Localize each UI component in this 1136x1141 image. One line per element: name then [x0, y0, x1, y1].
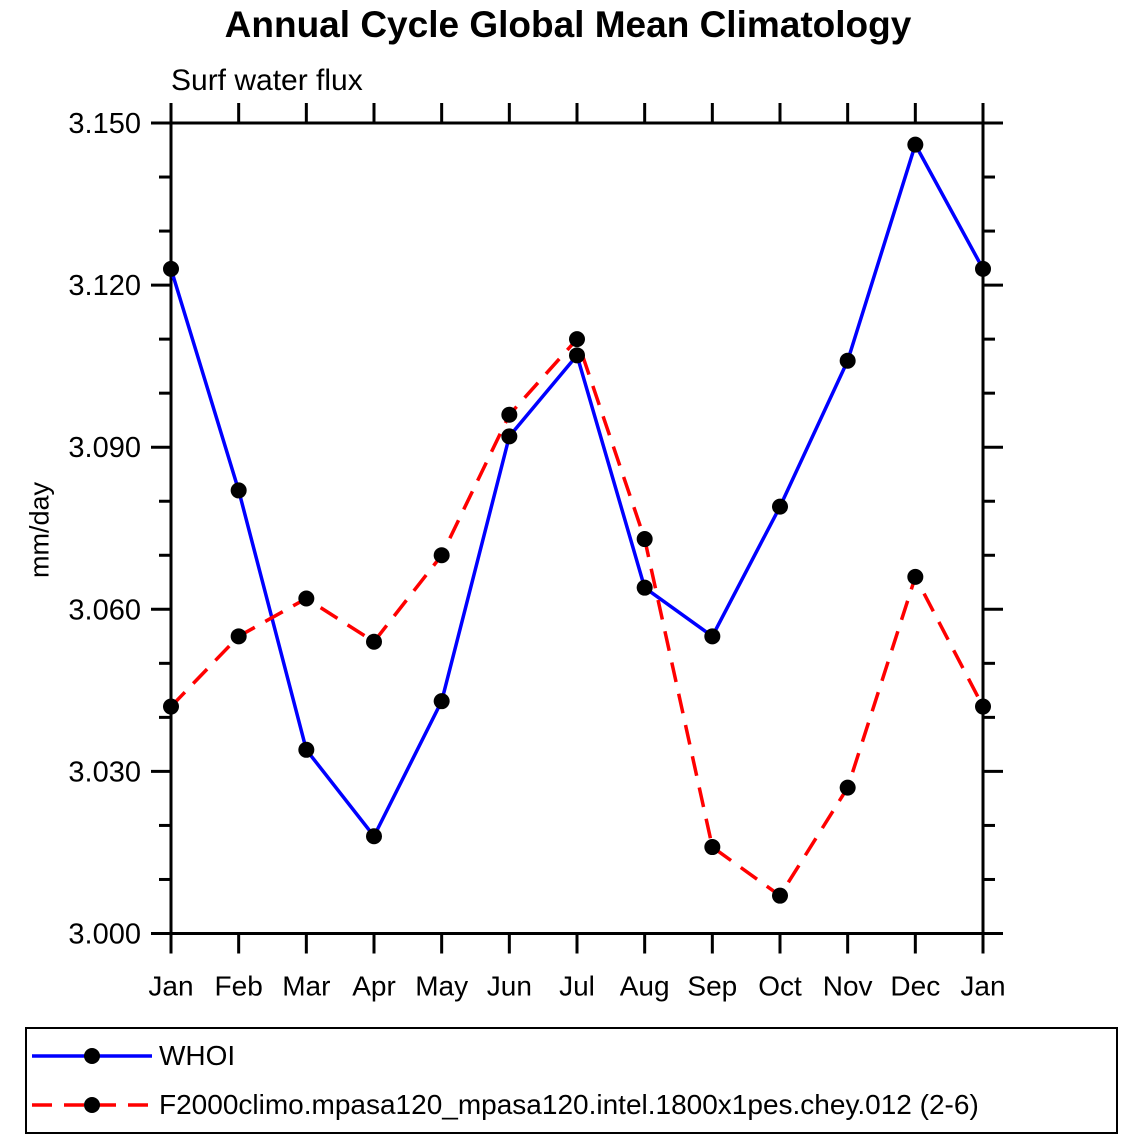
- svg-text:Jun: Jun: [487, 971, 532, 1002]
- svg-text:May: May: [415, 971, 468, 1002]
- svg-text:Jan: Jan: [148, 971, 193, 1002]
- legend-sample-dashed-line-icon: [32, 1096, 152, 1113]
- legend-sample-solid-line-icon: [32, 1048, 152, 1065]
- svg-text:3.000: 3.000: [68, 919, 141, 951]
- svg-text:Nov: Nov: [823, 971, 873, 1002]
- svg-text:3.120: 3.120: [68, 270, 141, 302]
- svg-text:Feb: Feb: [215, 971, 263, 1002]
- svg-text:3.090: 3.090: [68, 432, 141, 464]
- svg-text:Oct: Oct: [758, 971, 802, 1002]
- svg-text:Jul: Jul: [559, 971, 595, 1002]
- svg-text:Dec: Dec: [890, 971, 940, 1002]
- legend-label-whoi: WHOI: [159, 1040, 236, 1072]
- chart-canvas: 3.000 3.030 3.060 3.090 3.120 3.150 Jan Feb Mar A…: [68, 103, 1006, 1002]
- chart-subtitle: Surf water flux: [171, 64, 363, 97]
- svg-text:Sep: Sep: [687, 971, 737, 1002]
- legend-item-f2000climo: F2000climo.mpasa120_mpasa120.intel.1800x…: [29, 1089, 1116, 1121]
- svg-text:Jan: Jan: [960, 971, 1005, 1002]
- svg-text:3.060: 3.060: [68, 594, 141, 626]
- svg-text:3.030: 3.030: [68, 756, 141, 788]
- legend-label-f2000climo: F2000climo.mpasa120_mpasa120.intel.1800x…: [159, 1088, 979, 1120]
- chart-title: Annual Cycle Global Mean Climatology: [224, 4, 912, 45]
- legend-item-whoi: WHOI: [29, 1040, 1116, 1072]
- legend: WHOI F2000climo.mpasa120_mpasa120.intel.…: [25, 1027, 1118, 1134]
- svg-text:Mar: Mar: [282, 971, 330, 1002]
- svg-text:Aug: Aug: [620, 971, 670, 1002]
- svg-text:3.150: 3.150: [68, 108, 141, 140]
- svg-text:Apr: Apr: [352, 971, 396, 1002]
